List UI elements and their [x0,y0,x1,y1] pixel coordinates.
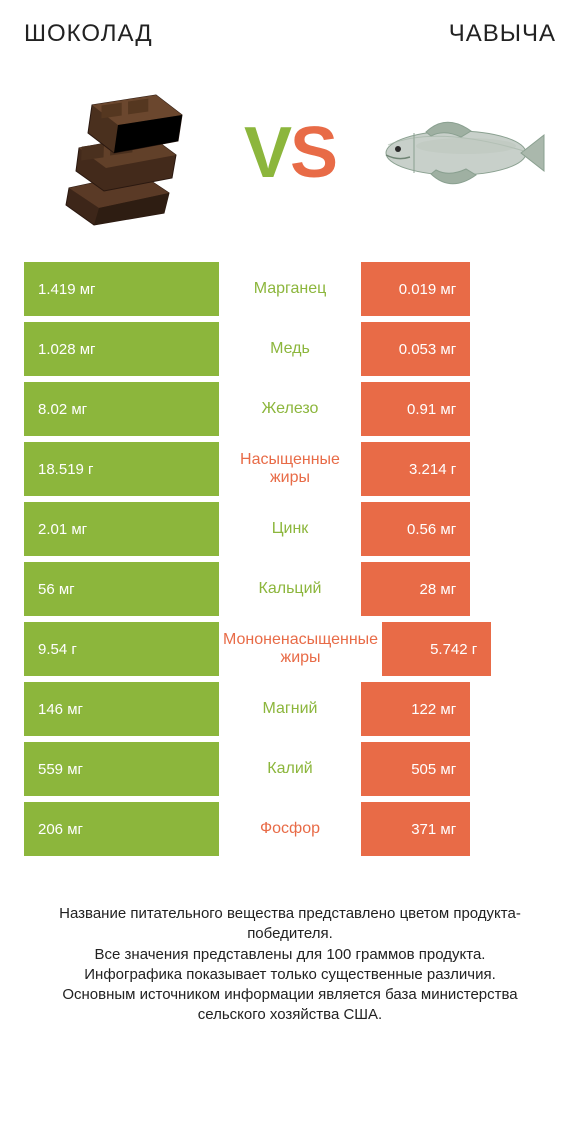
footer-notes: Название питательного вещества представл… [24,904,556,1026]
comparison-row: 206 мгФосфор371 мг [24,802,556,856]
left-value-bar: 9.54 г [24,622,219,676]
left-value-bar: 18.519 г [24,442,219,496]
left-value-bar: 559 мг [24,742,219,796]
vs-label: VS [244,117,336,189]
left-value-bar: 1.419 мг [24,262,219,316]
comparison-row: 559 мгКалий505 мг [24,742,556,796]
left-value-bar: 8.02 мг [24,382,219,436]
comparison-rows: 1.419 мгМарганец0.019 мг 1.028 мгМедь0.05… [24,262,556,856]
footer-line: Название питательного вещества представл… [34,904,546,945]
left-bar-container: 559 мг [24,742,219,796]
left-bar-container: 206 мг [24,802,219,856]
nutrient-label: Мононенасыщенные жиры [219,622,382,676]
right-value-bar: 3.214 г [361,442,470,496]
nutrient-label: Цинк [219,502,361,556]
left-bar-container: 8.02 мг [24,382,219,436]
left-value-bar: 1.028 мг [24,322,219,376]
comparison-row: 1.419 мгМарганец0.019 мг [24,262,556,316]
left-bar-container: 18.519 г [24,442,219,496]
chocolate-image [34,68,204,238]
nutrient-label: Магний [219,682,361,736]
comparison-row: 2.01 мгЦинк0.56 мг [24,502,556,556]
left-value-bar: 146 мг [24,682,219,736]
right-bar-container: 0.019 мг [361,262,556,316]
nutrient-label: Медь [219,322,361,376]
salmon-image [376,68,546,238]
left-value-bar: 56 мг [24,562,219,616]
right-bar-container: 0.56 мг [361,502,556,556]
left-bar-container: 1.028 мг [24,322,219,376]
comparison-row: 18.519 гНасыщенные жиры3.214 г [24,442,556,496]
footer-line: Все значения представлены для 100 граммо… [34,945,546,965]
left-value-bar: 206 мг [24,802,219,856]
right-bar-container: 371 мг [361,802,556,856]
left-value-bar: 2.01 мг [24,502,219,556]
footer-line: Основным источником информации является … [34,985,546,1026]
right-value-bar: 0.019 мг [361,262,470,316]
right-value-bar: 0.56 мг [361,502,470,556]
comparison-row: 56 мгКальций28 мг [24,562,556,616]
nutrient-label: Калий [219,742,361,796]
hero: VS [24,68,556,238]
vs-v: V [244,117,290,189]
right-bar-container: 0.053 мг [361,322,556,376]
right-value-bar: 28 мг [361,562,470,616]
comparison-row: 8.02 мгЖелезо0.91 мг [24,382,556,436]
nutrient-label: Насыщенные жиры [219,442,361,496]
right-value-bar: 5.742 г [382,622,491,676]
footer-line: Инфографика показывает только существенн… [34,965,546,985]
left-bar-container: 1.419 мг [24,262,219,316]
header: ШОКОЛАД ЧАВЫЧА [24,20,556,48]
right-bar-container: 122 мг [361,682,556,736]
comparison-row: 1.028 мгМедь0.053 мг [24,322,556,376]
left-bar-container: 56 мг [24,562,219,616]
nutrient-label: Марганец [219,262,361,316]
right-value-bar: 371 мг [361,802,470,856]
right-bar-container: 0.91 мг [361,382,556,436]
left-bar-container: 2.01 мг [24,502,219,556]
comparison-row: 146 мгМагний122 мг [24,682,556,736]
right-bar-container: 28 мг [361,562,556,616]
right-bar-container: 3.214 г [361,442,556,496]
right-bar-container: 5.742 г [382,622,577,676]
comparison-row: 9.54 гМононенасыщенные жиры5.742 г [24,622,556,676]
title-left: ШОКОЛАД [24,20,153,48]
title-right: ЧАВЫЧА [449,20,556,48]
nutrient-label: Кальций [219,562,361,616]
left-bar-container: 146 мг [24,682,219,736]
nutrient-label: Фосфор [219,802,361,856]
right-value-bar: 505 мг [361,742,470,796]
right-bar-container: 505 мг [361,742,556,796]
right-value-bar: 0.053 мг [361,322,470,376]
right-value-bar: 122 мг [361,682,470,736]
right-value-bar: 0.91 мг [361,382,470,436]
nutrient-label: Железо [219,382,361,436]
left-bar-container: 9.54 г [24,622,219,676]
vs-s: S [290,117,336,189]
